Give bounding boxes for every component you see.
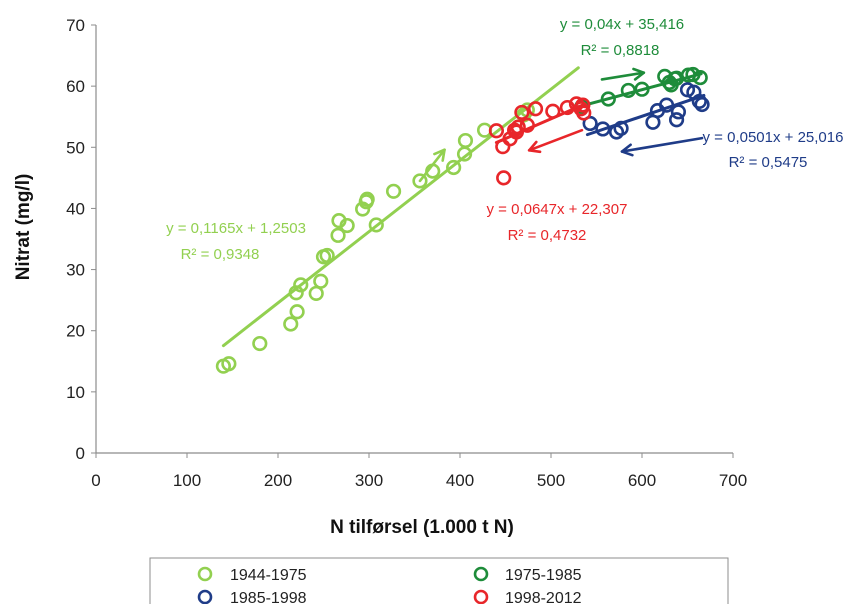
data-point: [308, 285, 324, 302]
data-point: [330, 227, 346, 243]
data-point: [446, 159, 462, 176]
legend-box: [149, 557, 729, 604]
data-point: [283, 316, 299, 332]
data-point: [613, 120, 629, 136]
arrow-head: [632, 67, 646, 81]
data-point: [289, 304, 305, 320]
arrow-head: [527, 140, 542, 154]
data-point: [488, 123, 505, 139]
legend-marker-1998-2012: [473, 589, 489, 604]
x-tick-label: 200: [264, 471, 292, 490]
y-tick-label: 0: [76, 444, 85, 463]
legend-label-1998-2012: 1998-2012: [505, 590, 582, 604]
data-point: [691, 93, 707, 110]
x-tick-label: 300: [355, 471, 383, 490]
legend-label-1975-1985: 1975-1985: [505, 567, 582, 584]
arrow-head: [433, 148, 446, 162]
series-1975-1985: [574, 66, 708, 114]
y-tick-label: 20: [66, 322, 85, 341]
x-tick-label: 0: [91, 471, 100, 490]
y-tick-label: 50: [66, 138, 85, 157]
eq-label-1985-1998: y = 0,0501x + 25,016: [703, 129, 844, 146]
data-point: [368, 217, 384, 233]
data-point: [293, 277, 309, 293]
y-tick-label: 30: [66, 261, 85, 280]
eq-label-1975-1985: y = 0,04x + 35,416: [560, 16, 684, 33]
y-tick-label: 60: [66, 77, 85, 96]
trendline-1985-1998: [585, 93, 706, 137]
trendlines: [221, 66, 706, 348]
data-point: [221, 356, 237, 372]
data-point: [457, 132, 474, 149]
data-point: [658, 97, 675, 113]
data-point: [359, 191, 375, 207]
series-1985-1998: [582, 82, 710, 140]
data-point: [545, 103, 561, 119]
y-tick-label: 40: [66, 199, 85, 218]
data-point: [412, 173, 428, 189]
data-point: [252, 335, 268, 352]
arrow-shaft: [620, 136, 704, 153]
chart-axes: 0 100 200 300 400 500 600 700 0 10 20 30 40 50 60 70: [66, 16, 747, 490]
data-point: [575, 97, 591, 113]
data-point: [385, 183, 402, 199]
data-point: [576, 105, 592, 121]
r2-label-1975-1985: R² = 0,8818: [581, 42, 660, 59]
data-point: [506, 122, 523, 138]
x-tick-label: 600: [628, 471, 656, 490]
r2-label-1944-1975: R² = 0,9348: [181, 246, 260, 263]
direction-arrow: [527, 128, 584, 154]
data-point: [319, 247, 335, 264]
data-point: [510, 119, 526, 135]
y-axis-title: Nitrat (mg/l): [13, 174, 34, 281]
data-point: [339, 217, 355, 234]
data-point: [495, 139, 511, 155]
data-points: [215, 66, 710, 374]
legend-label-1944-1975: 1944-1975: [230, 567, 307, 584]
data-point: [514, 104, 530, 121]
x-tick-label: 400: [446, 471, 474, 490]
data-point: [288, 285, 304, 301]
data-point: [634, 81, 650, 97]
trendline-1944-1975: [221, 66, 580, 348]
y-tick-label: 10: [66, 383, 85, 402]
data-point: [527, 101, 544, 117]
x-tick-label: 100: [173, 471, 201, 490]
data-point: [519, 117, 535, 133]
direction-arrow: [620, 136, 704, 157]
legend-marker-1985-1998: [197, 589, 213, 604]
legend-marker-1975-1985: [473, 566, 489, 582]
data-point: [600, 91, 616, 107]
direction-arrow: [600, 67, 646, 81]
data-point: [425, 163, 441, 179]
eq-label-1998-2012: y = 0,0647x + 22,307: [487, 201, 628, 218]
arrow-head: [620, 143, 634, 157]
eq-label-1944-1975: y = 0,1165x + 1,2503: [166, 220, 306, 237]
arrow-shaft: [527, 128, 584, 152]
data-point: [668, 112, 685, 128]
legend: 1944-1975 1975-1985 1985-1998 1998-2012: [149, 557, 729, 604]
data-point: [692, 69, 708, 86]
data-point: [670, 104, 687, 120]
series-1998-2012: [488, 96, 592, 186]
data-point: [313, 273, 329, 289]
data-point: [568, 96, 585, 112]
x-axis-title: N tilførsel (1.000 t N): [330, 517, 514, 538]
data-point: [694, 96, 710, 113]
arrow-shaft: [600, 71, 646, 81]
data-point: [685, 66, 701, 83]
legend-label-1985-1998: 1985-1998: [230, 590, 307, 604]
x-tick-label: 500: [537, 471, 565, 490]
legend-marker-1944-1975: [197, 566, 213, 582]
y-tick-label: 70: [66, 16, 85, 35]
x-tick-label: 700: [719, 471, 747, 490]
data-point: [496, 170, 512, 186]
r2-label-1998-2012: R² = 0,4732: [508, 227, 587, 244]
series-1944-1975: [215, 102, 535, 374]
r2-label-1985-1998: R² = 0,5475: [729, 154, 808, 171]
data-point: [595, 121, 611, 137]
